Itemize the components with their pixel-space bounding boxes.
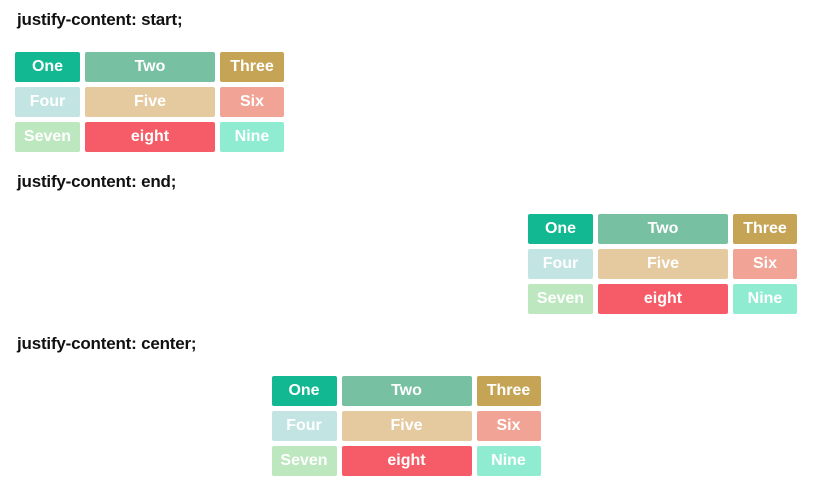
grid-item-six: Six (220, 87, 284, 117)
section-center: justify-content: center; One Two Three Four… (15, 334, 797, 476)
grid-item-one: One (528, 214, 593, 244)
grid-item-seven: Seven (528, 284, 593, 314)
grid-item-seven: Seven (271, 446, 337, 476)
section-start: justify-content: start; One Two Three Four F… (15, 10, 797, 152)
grid-item-five: Five (598, 249, 728, 279)
section-heading-start: justify-content: start; (17, 10, 183, 29)
section-heading-end: justify-content: end; (17, 172, 177, 191)
grid-item-two: Two (598, 214, 728, 244)
grid-item-eight: eight (598, 284, 728, 314)
grid-item-nine: Nine (220, 122, 284, 152)
demo-grid-center: One Two Three Four Five Six Seven eight Nine (15, 376, 797, 476)
grid-item-three: Three (220, 52, 284, 82)
grid-item-six: Six (733, 249, 797, 279)
grid-item-three: Three (476, 376, 541, 406)
grid-item-eight: eight (341, 446, 472, 476)
grid-item-four: Four (15, 87, 80, 117)
grid-item-two: Two (85, 52, 215, 82)
grid-item-three: Three (733, 214, 797, 244)
demo-grid-start: One Two Three Four Five Six Seven eight Nine (15, 52, 797, 152)
grid-item-one: One (271, 376, 337, 406)
section-heading-center: justify-content: center; (17, 334, 197, 353)
grid-item-seven: Seven (15, 122, 80, 152)
section-end: justify-content: end; One Two Three Four Fiv… (15, 172, 797, 314)
grid-item-four: Four (271, 411, 337, 441)
grid-item-eight: eight (85, 122, 215, 152)
grid-item-six: Six (476, 411, 541, 441)
grid-item-five: Five (341, 411, 472, 441)
grid-item-nine: Nine (733, 284, 797, 314)
demo-grid-end: One Two Three Four Five Six Seven eight Nine (15, 214, 797, 314)
grid-item-five: Five (85, 87, 215, 117)
grid-item-nine: Nine (476, 446, 541, 476)
grid-item-four: Four (528, 249, 593, 279)
grid-item-one: One (15, 52, 80, 82)
grid-item-two: Two (341, 376, 472, 406)
